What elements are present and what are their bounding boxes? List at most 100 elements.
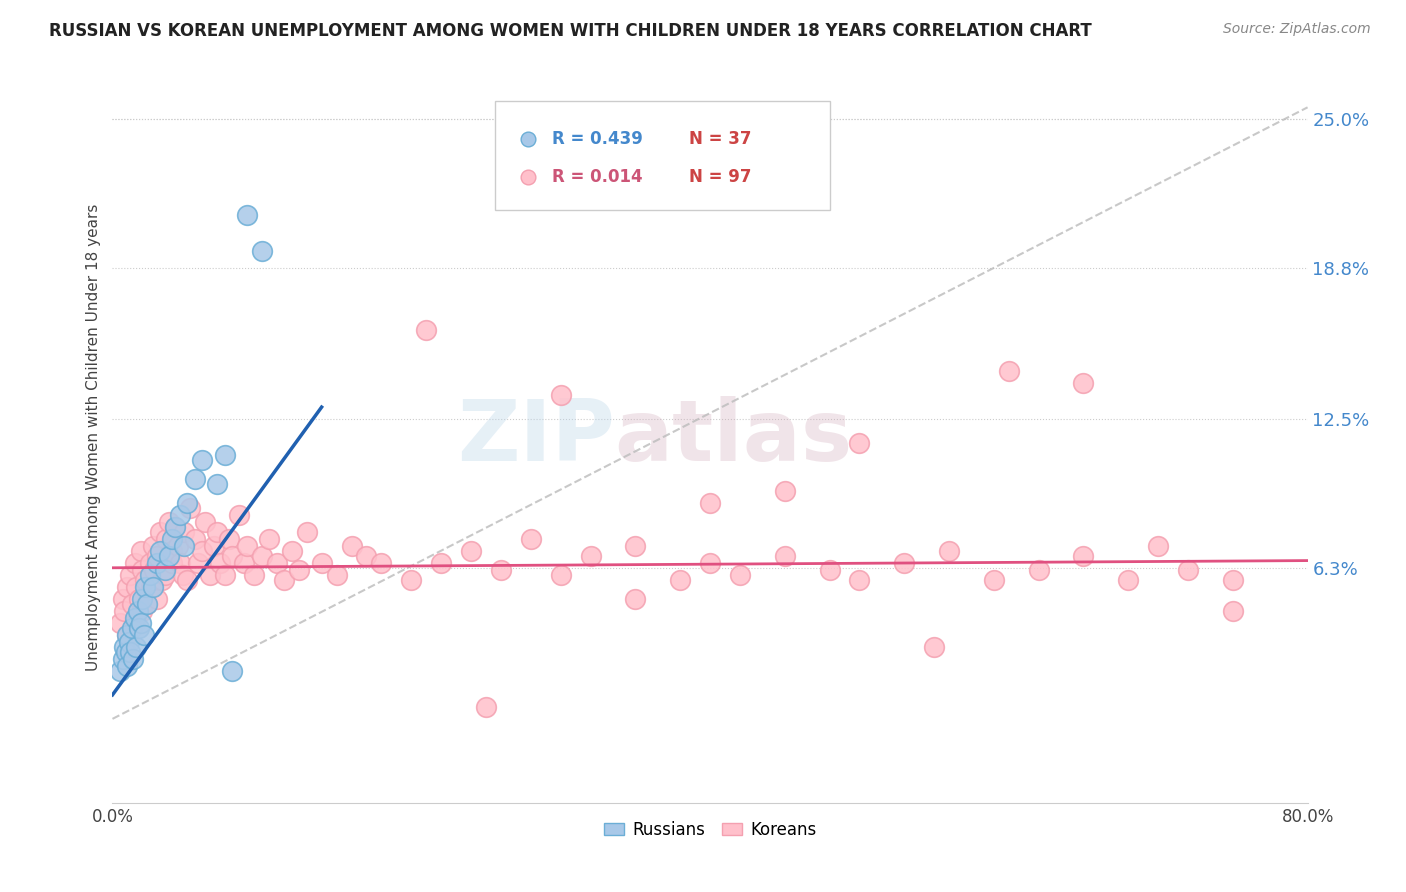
Point — [489, 563, 512, 577]
Point — [141, 580, 163, 594]
Point — [1177, 563, 1199, 577]
Point — [173, 539, 195, 553]
Point — [111, 591, 134, 606]
Point — [191, 453, 214, 467]
Point — [162, 556, 183, 570]
Point — [191, 544, 214, 558]
Point — [114, 640, 135, 654]
Point — [128, 591, 150, 606]
Y-axis label: Unemployment Among Women with Children Under 18 years: Unemployment Among Women with Children U… — [86, 203, 101, 671]
Point — [273, 573, 295, 587]
Point — [848, 436, 870, 450]
Point — [155, 532, 177, 546]
Point — [157, 515, 180, 529]
Point — [922, 640, 945, 654]
Point — [179, 500, 201, 515]
Text: R = 0.439: R = 0.439 — [553, 129, 643, 148]
Point — [1118, 573, 1140, 587]
Point — [122, 652, 145, 666]
Point — [1073, 376, 1095, 391]
Point — [157, 549, 180, 563]
Point — [121, 597, 143, 611]
Point — [135, 597, 157, 611]
Point — [169, 508, 191, 522]
Point — [124, 615, 146, 630]
Point — [124, 556, 146, 570]
Point — [221, 664, 243, 678]
Point — [475, 699, 498, 714]
Point — [114, 604, 135, 618]
Point — [311, 556, 333, 570]
Point — [1147, 539, 1170, 553]
Point — [236, 539, 259, 553]
Point — [198, 568, 221, 582]
Point — [205, 476, 228, 491]
Point — [236, 208, 259, 222]
Point — [214, 568, 236, 582]
Point — [121, 621, 143, 635]
Point — [579, 549, 602, 563]
Point — [108, 664, 131, 678]
Point — [132, 628, 155, 642]
Point — [134, 580, 156, 594]
Point — [129, 615, 152, 630]
Point — [288, 563, 311, 577]
Point — [125, 580, 148, 594]
Point — [108, 615, 131, 630]
Point — [1222, 604, 1244, 618]
Point — [295, 524, 318, 539]
Point — [624, 591, 647, 606]
Point — [149, 544, 172, 558]
Point — [340, 539, 363, 553]
Point — [228, 508, 250, 522]
Point — [183, 472, 205, 486]
Point — [146, 591, 169, 606]
Point — [176, 573, 198, 587]
Point — [221, 549, 243, 563]
Point — [250, 244, 273, 259]
Point — [218, 532, 240, 546]
Point — [111, 652, 134, 666]
Point — [176, 496, 198, 510]
Point — [117, 628, 139, 642]
Point — [370, 556, 392, 570]
Point — [202, 539, 225, 553]
Point — [356, 549, 378, 563]
Point — [669, 573, 692, 587]
Point — [165, 520, 187, 534]
Legend: Russians, Koreans: Russians, Koreans — [598, 814, 823, 846]
Point — [550, 568, 572, 582]
Point — [117, 580, 139, 594]
Point — [131, 591, 153, 606]
Point — [139, 556, 162, 570]
Point — [165, 520, 187, 534]
Text: N = 37: N = 37 — [689, 129, 751, 148]
Point — [699, 556, 721, 570]
Point — [172, 568, 194, 582]
Point — [1073, 549, 1095, 563]
Point — [773, 549, 796, 563]
Point — [143, 563, 166, 577]
Point — [128, 621, 150, 635]
Point — [266, 556, 288, 570]
Point — [818, 563, 841, 577]
Point — [129, 544, 152, 558]
Point — [699, 496, 721, 510]
Point — [117, 628, 139, 642]
Point — [162, 532, 183, 546]
Point — [728, 568, 751, 582]
Point — [250, 549, 273, 563]
Point — [131, 563, 153, 577]
Point — [209, 556, 232, 570]
Point — [1222, 573, 1244, 587]
Point — [233, 556, 256, 570]
Point — [983, 573, 1005, 587]
Point — [120, 568, 142, 582]
Point — [205, 524, 228, 539]
Text: RUSSIAN VS KOREAN UNEMPLOYMENT AMONG WOMEN WITH CHILDREN UNDER 18 YEARS CORRELAT: RUSSIAN VS KOREAN UNEMPLOYMENT AMONG WOM… — [49, 22, 1092, 40]
Point — [194, 515, 217, 529]
Point — [146, 549, 169, 563]
Point — [998, 364, 1021, 378]
Point — [169, 556, 191, 570]
Point — [187, 556, 209, 570]
